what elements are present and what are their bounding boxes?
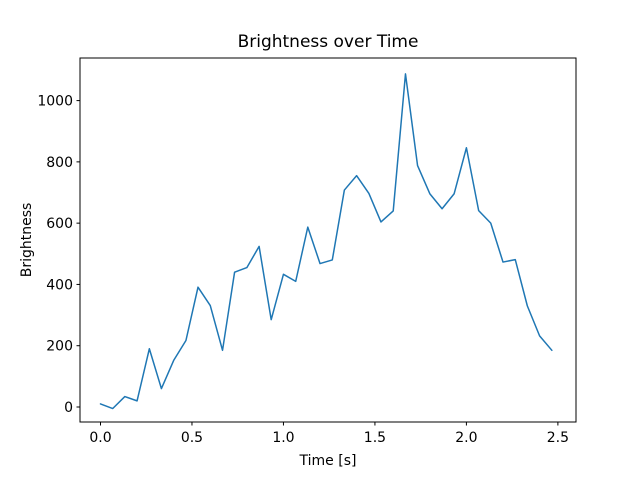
x-tick-label: 1.0 xyxy=(272,430,294,446)
axes-frame xyxy=(79,57,577,423)
y-tick-label: 800 xyxy=(46,155,73,171)
y-tick-label: 400 xyxy=(46,277,73,293)
y-tick-label: 0 xyxy=(64,400,73,416)
x-axis-label: Time [s] xyxy=(299,453,357,469)
chart-title: Brightness over Time xyxy=(237,32,419,52)
x-tick-label: 2.5 xyxy=(547,430,569,446)
x-tick-label: 0.0 xyxy=(89,430,111,446)
x-tick-label: 2.0 xyxy=(455,430,477,446)
x-tick-label: 0.5 xyxy=(181,430,203,446)
x-tick-label: 1.5 xyxy=(364,430,386,446)
series-line-brightness xyxy=(99,73,553,410)
y-tick-label: 1000 xyxy=(37,94,73,110)
y-tick-label: 200 xyxy=(46,339,73,355)
y-tick-label: 600 xyxy=(46,216,73,232)
